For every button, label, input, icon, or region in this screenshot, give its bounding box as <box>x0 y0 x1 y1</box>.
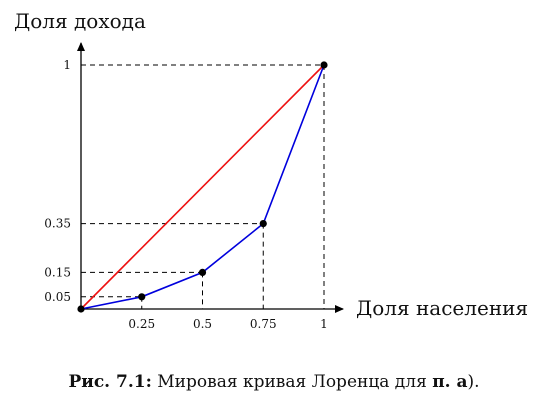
x-tick-labels: 0.25 0.5 0.75 1 <box>128 317 327 331</box>
guide-lines <box>81 64 325 309</box>
figure-caption: Рис. 7.1: Мировая кривая Лоренца для п. … <box>0 372 548 392</box>
x-axis-title: Доля населения <box>356 296 528 320</box>
caption-tail: ). <box>467 372 480 392</box>
x-tick-label: 0.25 <box>128 317 155 331</box>
y-tick-label: 0.05 <box>44 290 71 304</box>
x-tick-label: 1 <box>320 317 328 331</box>
caption-ref: п. а <box>432 372 468 392</box>
data-point <box>138 293 146 301</box>
caption-text: Мировая кривая Лоренца для <box>151 372 433 392</box>
y-tick-label: 0.15 <box>44 265 71 279</box>
caption-label: Рис. 7.1: <box>68 372 152 392</box>
y-tick-label: 0.35 <box>44 217 71 231</box>
data-point <box>259 220 267 228</box>
y-tick-labels: 0.05 0.15 0.35 1 <box>44 58 71 304</box>
data-point <box>320 61 328 69</box>
series-layer <box>77 61 328 313</box>
y-axis-title: Доля дохода <box>14 9 146 33</box>
x-tick-label: 0.5 <box>193 317 212 331</box>
x-tick-label: 0.75 <box>250 317 277 331</box>
data-point <box>77 305 85 313</box>
data-point <box>198 268 207 276</box>
series-line-2 <box>80 64 325 310</box>
y-tick-label: 1 <box>63 58 71 72</box>
